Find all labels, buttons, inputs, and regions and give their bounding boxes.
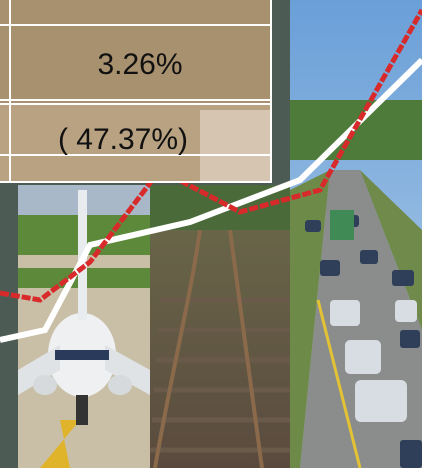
table-cell: 3.26% — [97, 48, 182, 81]
white-line — [0, 57, 422, 343]
table-cell: ( 47.37%) — [58, 123, 188, 156]
table: 3.26% ( 47.37%) — [0, 0, 272, 183]
railroad-photo — [150, 185, 290, 468]
highway-photo — [290, 0, 422, 468]
table-grid — [0, 0, 272, 183]
red-line — [0, 8, 422, 303]
airplane-photo — [18, 185, 150, 468]
